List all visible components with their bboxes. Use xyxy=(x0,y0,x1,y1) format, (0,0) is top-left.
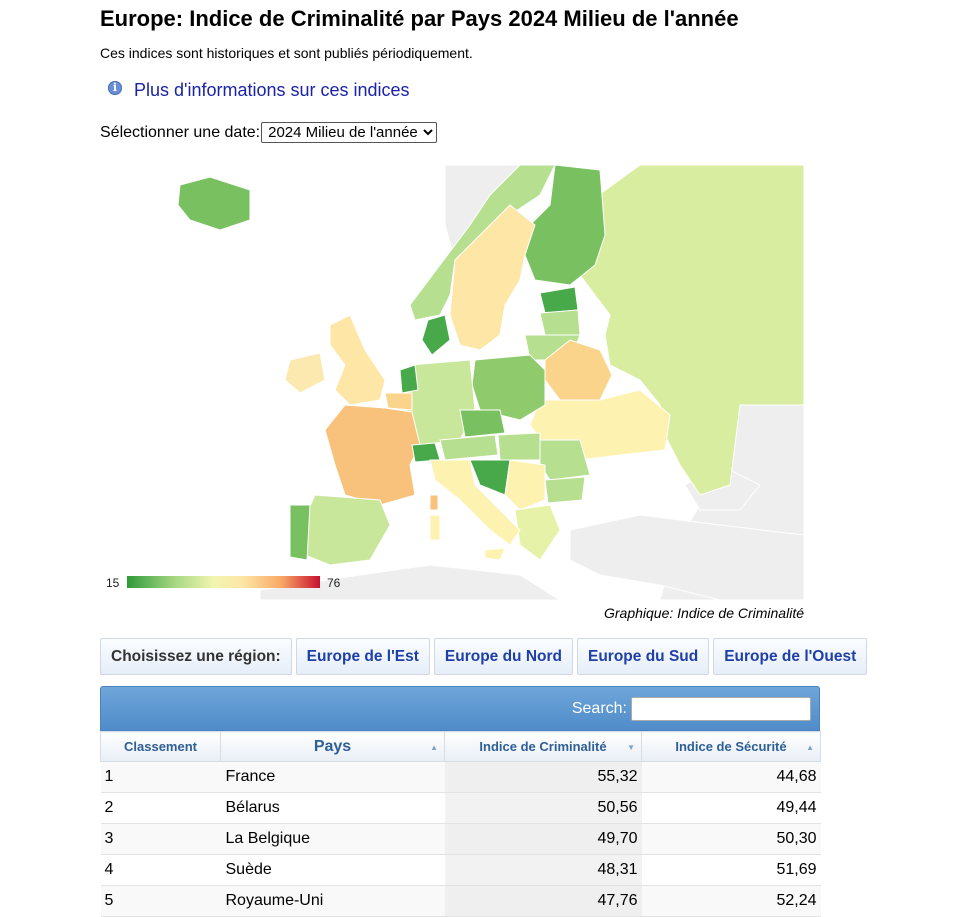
crime-index-map[interactable]: 15 76 xyxy=(100,165,804,600)
map-czechia xyxy=(459,409,506,438)
date-selector-row: Sélectionner une date: 2024 Milieu de l'… xyxy=(100,122,438,143)
map-africa xyxy=(259,564,561,600)
search-input[interactable] xyxy=(631,696,811,721)
cell-crime-index: 55,32 xyxy=(444,761,642,793)
column-header-safety-index[interactable]: Indice de Sécurité ▲ xyxy=(641,731,821,762)
cell-rank: 2 xyxy=(100,792,221,824)
map-austria xyxy=(439,434,499,461)
map-ireland xyxy=(284,352,326,394)
legend-min: 15 xyxy=(106,576,120,590)
cell-rank: 1 xyxy=(100,761,221,793)
cell-crime-index: 47,76 xyxy=(444,885,642,917)
cell-crime-index: 49,70 xyxy=(444,823,642,855)
info-icon: i xyxy=(108,80,122,95)
map-switzerland xyxy=(411,442,441,463)
info-row: i Plus d'informations sur ces indices xyxy=(108,80,410,101)
page-title: Europe: Indice de Criminalité par Pays 2… xyxy=(100,6,739,31)
map-turkey xyxy=(569,514,804,600)
map-portugal xyxy=(289,504,311,561)
region-button-eastern-europe[interactable]: Europe de l'Est xyxy=(295,638,430,675)
cell-rank: 4 xyxy=(100,854,221,886)
table-row[interactable]: 1 France 55,32 44,68 xyxy=(100,761,821,793)
map-netherlands xyxy=(399,364,419,394)
legend-gradient xyxy=(127,576,320,588)
map-france xyxy=(324,404,421,506)
legend-max: 76 xyxy=(327,576,341,590)
map-caption: Graphique: Indice de Criminalité xyxy=(604,605,804,621)
column-header-crime-index[interactable]: Indice de Criminalité ▼ xyxy=(444,731,642,762)
date-selector-label: Sélectionner une date: xyxy=(100,123,261,141)
cell-safety-index: 44,68 xyxy=(641,761,821,793)
cell-rank: 3 xyxy=(100,823,221,855)
sort-desc-icon: ▼ xyxy=(627,743,635,752)
page-subtitle: Ces indices sont historiques et sont pub… xyxy=(100,45,473,61)
more-info-link[interactable]: Plus d'informations sur ces indices xyxy=(134,80,410,100)
cell-country: La Belgique xyxy=(220,823,445,855)
column-header-country[interactable]: Pays ▲ xyxy=(220,731,445,762)
region-selector-label: Choisissez une région: xyxy=(100,638,292,675)
map-norway xyxy=(409,165,556,321)
date-select[interactable]: 2024 Milieu de l'année xyxy=(261,122,438,143)
table-row[interactable]: 2 Bélarus 50,56 49,44 xyxy=(100,792,821,824)
cell-safety-index: 50,30 xyxy=(641,823,821,855)
map-belgium xyxy=(384,392,413,411)
map-latvia xyxy=(539,309,581,336)
map-italy xyxy=(429,459,521,546)
cell-country: Suède xyxy=(220,854,445,886)
sort-asc-icon: ▲ xyxy=(430,743,438,752)
table-row[interactable]: 4 Suède 48,31 51,69 xyxy=(100,854,821,886)
map-hungary xyxy=(497,432,541,461)
data-table: Classement Pays ▲ Indice de Criminalité ▼ … xyxy=(100,731,821,917)
cell-safety-index: 49,44 xyxy=(641,792,821,824)
map-sicily xyxy=(484,547,506,561)
cell-country: France xyxy=(220,761,445,793)
map-sardinia xyxy=(429,514,441,541)
cell-safety-index: 51,69 xyxy=(641,854,821,886)
map-corsica xyxy=(429,494,439,511)
crime-index-table: Search: Classement Pays ▲ Indice de Crimi… xyxy=(100,686,821,917)
cell-crime-index: 48,31 xyxy=(444,854,642,886)
search-label: Search: xyxy=(571,699,627,717)
cell-country: Royaume-Uni xyxy=(220,885,445,917)
cell-rank: 5 xyxy=(100,885,221,917)
map-belarus xyxy=(544,339,613,401)
region-button-southern-europe[interactable]: Europe du Sud xyxy=(577,638,710,675)
map-romania xyxy=(539,439,591,481)
map-bulgaria xyxy=(544,476,586,504)
table-toolbar: Search: xyxy=(100,686,820,731)
sort-asc-icon: ▲ xyxy=(806,743,814,752)
table-header-row: Classement Pays ▲ Indice de Criminalité ▼ … xyxy=(100,731,821,762)
map-finland xyxy=(524,165,606,286)
region-selector: Choisissez une région: Europe de l'Est E… xyxy=(100,638,871,675)
map-serbia-balkans xyxy=(504,459,546,511)
map-denmark xyxy=(421,314,451,356)
cell-crime-index: 50,56 xyxy=(444,792,642,824)
map-greece xyxy=(514,504,561,561)
map-sweden xyxy=(449,204,536,351)
table-row[interactable]: 5 Royaume-Uni 47,76 52,24 xyxy=(100,885,821,917)
column-header-rank[interactable]: Classement xyxy=(100,731,221,762)
table-row[interactable]: 3 La Belgique 49,70 50,30 xyxy=(100,823,821,855)
region-button-northern-europe[interactable]: Europe du Nord xyxy=(433,638,573,675)
region-button-western-europe[interactable]: Europe de l'Ouest xyxy=(713,638,868,675)
map-iceland xyxy=(177,176,251,231)
cell-safety-index: 52,24 xyxy=(641,885,821,917)
map-uk xyxy=(329,314,386,406)
cell-country: Bélarus xyxy=(220,792,445,824)
